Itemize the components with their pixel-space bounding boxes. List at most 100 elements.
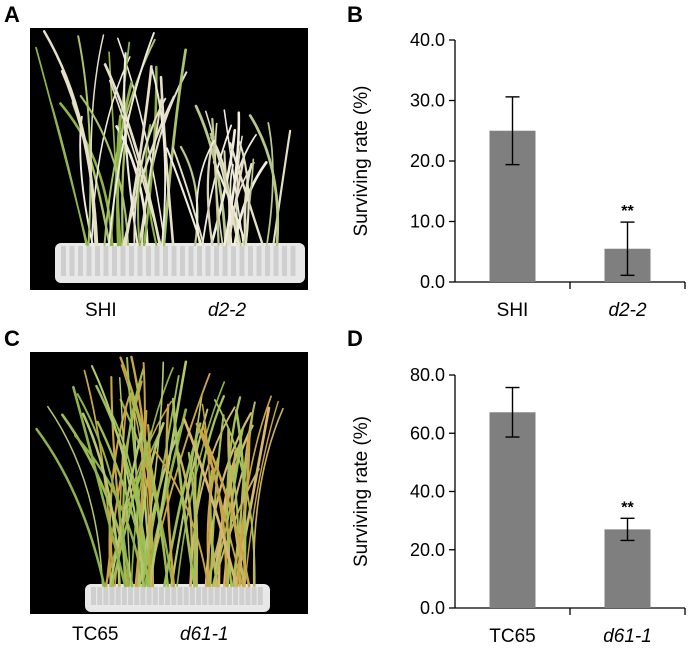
photo-a-leaf <box>238 141 250 247</box>
photo-c-tray-cell <box>121 587 127 605</box>
photo-a-tray-cell <box>95 246 100 276</box>
photo-c-tray-cell <box>183 587 189 605</box>
chart-d-y-tick-label: 0.0 <box>420 598 445 618</box>
photo-a-tray-cell <box>154 246 160 276</box>
photo-c-tray-cell <box>158 587 164 605</box>
photo-c-leaf <box>74 434 145 588</box>
panel-letter-a: A <box>4 2 20 27</box>
photo-c-tray-cell <box>208 587 214 605</box>
photo-c-tray-cell <box>171 587 177 605</box>
photo-a-leaf <box>35 46 89 246</box>
chart-d-bar-2 <box>604 529 651 608</box>
photo-a-tray-cell <box>231 246 236 276</box>
photo-c-label-wildtype: TC65 <box>72 624 119 645</box>
photo-c-leaf <box>148 360 188 588</box>
chart-d-category-label-1: TC65 <box>489 626 535 647</box>
photo-a-tray-cell <box>256 246 262 276</box>
photo-c-leaf <box>192 471 199 587</box>
chart-b-y-axis-label: Surviving rate (%) <box>351 86 372 237</box>
chart-d-y-axis-label: Surviving rate (%) <box>351 416 372 567</box>
photo-c-leaf <box>227 427 246 588</box>
photo-c-tray-cell <box>196 587 202 605</box>
photo-a-tray-cell <box>239 246 245 276</box>
photo-c-leaf <box>193 439 198 588</box>
photo-c-leaf <box>153 449 210 587</box>
photo-c-leaf <box>130 392 170 588</box>
photo-c-tray-cell <box>134 587 140 605</box>
photo-a-leaf <box>79 94 130 247</box>
photo-a-tray-cell <box>188 246 194 276</box>
photo-a-tray-cell <box>214 246 219 276</box>
photo-a-leaf <box>60 69 99 247</box>
photo-c-leaf <box>96 420 151 588</box>
photo-c-tray-cell <box>245 587 251 605</box>
photo-c-tray-cell <box>115 587 121 605</box>
chart-b-y-tick-label: 20.0 <box>410 151 445 171</box>
photo-a-leaf <box>214 122 224 246</box>
photo-c-leaf <box>118 377 132 587</box>
seedling-illustration-a <box>35 30 305 283</box>
panel-letter-b: B <box>347 2 363 27</box>
photo-c-label-mutant: d61-1 <box>180 624 229 645</box>
photo-c-tray-cell <box>202 587 208 605</box>
chart-b-y-tick-label: 10.0 <box>410 212 445 232</box>
photo-a-label-wildtype: SHI <box>85 300 117 321</box>
photo-a-leaf <box>212 160 248 247</box>
chart-d-y-tick-label: 80.0 <box>410 365 445 385</box>
seedling-photo-c <box>30 352 308 614</box>
photo-a-tray-cell <box>112 246 117 276</box>
photo-c-leaf <box>202 424 244 587</box>
photo-a-label-mutant: d2-2 <box>208 300 247 321</box>
photo-a-tray-cell <box>273 246 279 276</box>
chart-b-y-tick-label: 30.0 <box>410 91 445 111</box>
photo-c-tray-cell <box>233 587 239 605</box>
photo-a-leaf <box>162 48 188 247</box>
photo-a-tray-cell <box>205 246 211 276</box>
photo-c-tray-cell <box>251 587 257 605</box>
photo-a-tray-cell <box>129 246 134 276</box>
photo-a-leaf <box>172 147 205 246</box>
photo-a-leaf <box>229 142 264 247</box>
photo-c-leaf <box>252 407 284 587</box>
photo-c-leaf <box>35 427 106 588</box>
bar-chart-b: 0.0 10.0 20.0 30.0 40.0 Surviving rate (%) SHI… <box>345 20 695 330</box>
photo-c-tray-cell <box>220 587 226 605</box>
chart-d-category-label-2: d61-1 <box>603 626 652 647</box>
photo-a-tray-cell <box>78 246 83 276</box>
photo-a-leaf <box>265 122 274 246</box>
chart-b-category-label-2: d2-2 <box>608 300 646 321</box>
photo-c-leaf <box>229 464 239 587</box>
panel-letter-d: D <box>347 326 363 351</box>
photo-a-tray-cell <box>86 246 92 276</box>
photo-a-leaf <box>227 153 246 247</box>
photo-c-tray-cell <box>140 587 146 605</box>
photo-c-leaf <box>236 395 272 587</box>
photo-a-leaf <box>77 35 92 246</box>
photo-a-tray-cell <box>248 246 253 276</box>
photo-c-tray-cell <box>177 587 183 605</box>
photo-a-leaf <box>205 110 239 246</box>
photo-c-leaf <box>171 397 196 588</box>
photo-c-tray-cell <box>91 587 96 605</box>
photo-a-tray-cell <box>103 246 109 276</box>
photo-c-leaf <box>201 403 211 587</box>
photo-c-tray-cell <box>97 587 103 605</box>
photo-a-tray-cell <box>120 246 126 276</box>
chart-d-significance-2: ** <box>621 499 634 516</box>
photo-a-leaf <box>195 139 216 246</box>
photo-a-tray-cell <box>61 246 66 276</box>
photo-a-tray-cell <box>163 246 168 276</box>
photo-a-leaf <box>108 79 162 246</box>
photo-a-tray-cell <box>146 246 151 276</box>
photo-c-leaf <box>209 414 225 588</box>
photo-c-leaf <box>211 437 243 587</box>
chart-d-y-tick-label: 20.0 <box>410 540 445 560</box>
chart-b-y-tick-label: 40.0 <box>410 30 445 50</box>
photo-a-tray-cell <box>265 246 270 276</box>
photo-c-leaf <box>76 393 130 587</box>
photo-a-leaf <box>159 75 175 247</box>
photo-a-leaf <box>103 38 156 246</box>
photo-c-tray-cell <box>239 587 245 605</box>
chart-b-significance-2: ** <box>621 203 634 220</box>
photo-a-tray-cell <box>290 246 296 276</box>
